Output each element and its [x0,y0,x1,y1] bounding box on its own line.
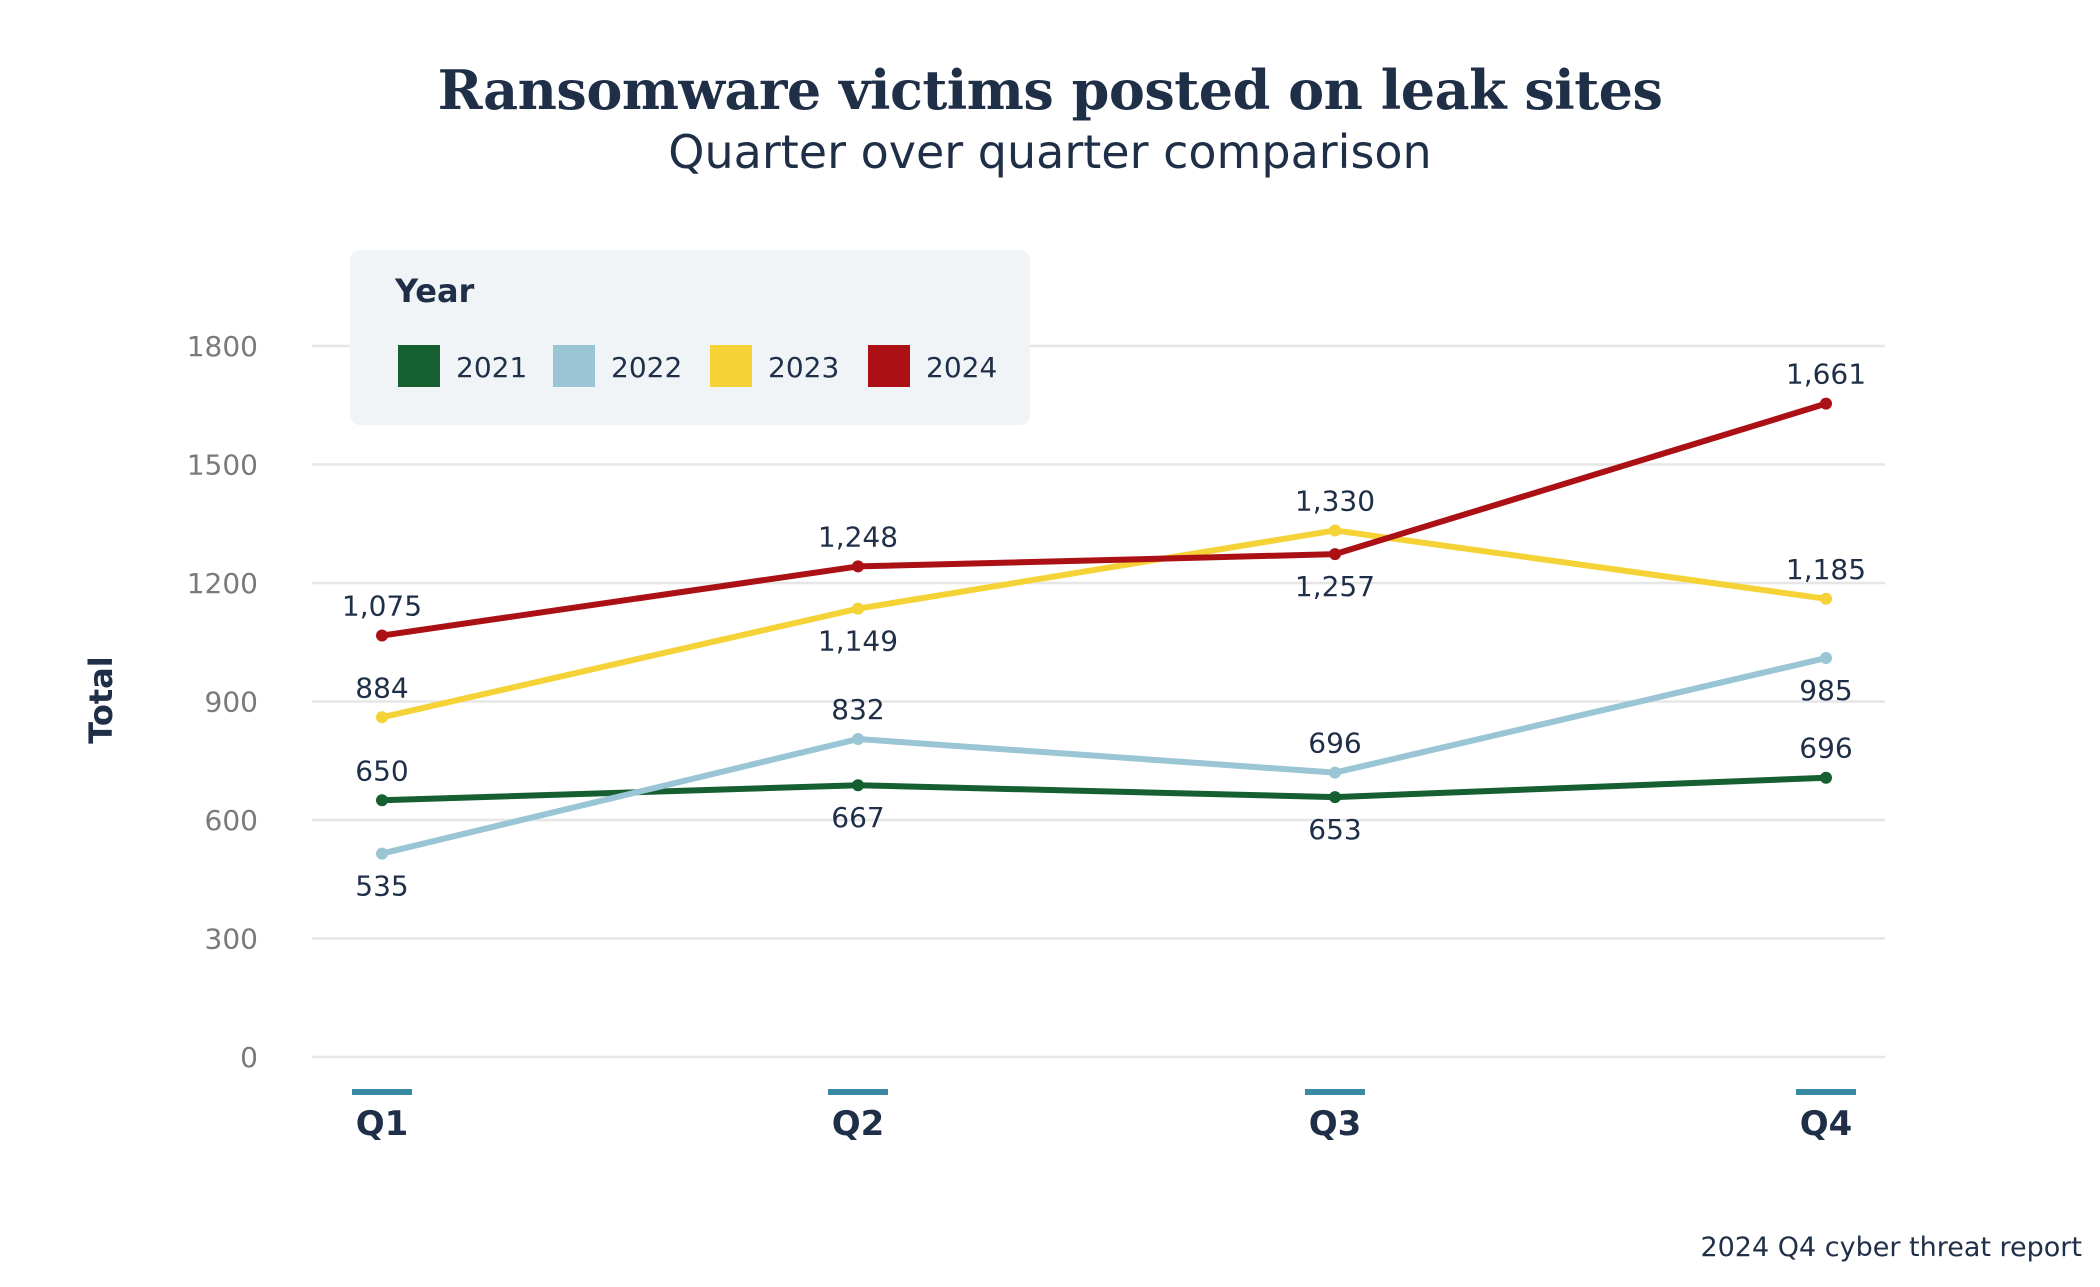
data-label-2022-q4: 985 [1799,674,1852,707]
data-point-2023-q3 [1329,524,1341,537]
x-axis-ticks: Q1 Q2 Q3 Q4 [352,1089,1856,1144]
data-label-2021-q1: 650 [355,754,408,787]
y-axis-ticks: 0 300 600 900 1200 1500 1800 [187,330,258,1074]
data-point-2024-q2 [852,560,864,573]
source-footer: 2024 Q4 cyber threat report [1700,1232,2082,1263]
y-tick-label: 1800 [187,330,258,363]
legend-label-2021: 2021 [456,351,528,384]
y-tick-label: 0 [240,1041,258,1074]
y-tick-label: 1200 [187,567,258,600]
legend-swatch-2024 [868,345,910,387]
data-label-2022-q1: 535 [355,870,408,903]
data-label-2022-q2: 832 [831,693,884,726]
data-point-2022-q2 [852,733,864,746]
data-label-2021-q2: 667 [831,801,884,834]
data-label-2023-q4: 1,185 [1786,553,1866,586]
y-tick-label: 1500 [187,449,258,482]
data-label-2024-q4: 1,661 [1786,358,1866,391]
y-axis-label: Total [82,656,120,743]
y-tick-label: 900 [205,686,258,719]
x-tick-label-q1: Q1 [356,1104,409,1144]
legend-swatch-2023 [710,345,752,387]
legend-swatch-2021 [398,345,440,387]
data-point-2023-q4 [1820,592,1832,605]
data-label-2023-q3: 1,330 [1295,484,1375,517]
data-point-2021-q4 [1820,771,1832,784]
y-tick-label: 600 [205,804,258,837]
data-point-2024-q3 [1329,548,1341,561]
data-label-2024-q2: 1,248 [818,520,898,553]
data-point-2024-q1 [376,629,388,642]
x-tick-label-q3: Q3 [1309,1104,1362,1144]
data-label-2023-q1: 884 [355,671,408,704]
x-tick-label-q2: Q2 [832,1104,885,1144]
data-point-2023-q2 [852,602,864,615]
data-point-2021-q1 [376,794,388,807]
x-tick-label-q4: Q4 [1800,1104,1853,1144]
data-label-2024-q3: 1,257 [1295,570,1375,603]
data-point-2022-q3 [1329,766,1341,779]
data-label-2021-q4: 696 [1799,732,1852,765]
legend-swatch-2022 [553,345,595,387]
data-label-2023-q2: 1,149 [818,625,898,658]
data-labels: 650 667 653 696 535 832 696 985 884 1,149 1,330 1,1… [342,358,1866,903]
legend-label-2024: 2024 [926,351,998,384]
data-point-2021-q2 [852,779,864,792]
x-tick-marker-q4 [1796,1089,1856,1095]
data-label-2021-q3: 653 [1308,813,1361,846]
legend-title: Year [395,272,475,310]
x-tick-marker-q2 [828,1089,888,1095]
series-line-2023 [379,527,1829,721]
x-tick-marker-q1 [352,1089,412,1095]
data-point-2022-q4 [1820,652,1832,665]
data-point-2024-q4 [1820,397,1832,410]
data-label-2022-q3: 696 [1308,727,1361,760]
x-tick-marker-q3 [1305,1089,1365,1095]
legend-label-2022: 2022 [611,351,683,384]
data-point-2023-q1 [376,711,388,724]
chart-title: Ransomware victims posted on leak sites [437,58,1663,122]
legend-label-2023: 2023 [768,351,840,384]
chart-subtitle: Quarter over quarter comparison [668,125,1432,179]
series-line-2024 [379,400,1829,639]
data-label-2024-q1: 1,075 [342,590,422,623]
data-point-2022-q1 [376,847,388,860]
series-line-2021 [379,774,1829,804]
legend: Year 2021 2022 2023 2024 [350,250,1030,425]
data-point-2021-q3 [1329,791,1341,804]
series-lines [376,397,1832,860]
series-line-2022 [379,655,1829,857]
y-tick-label: 300 [205,923,258,956]
